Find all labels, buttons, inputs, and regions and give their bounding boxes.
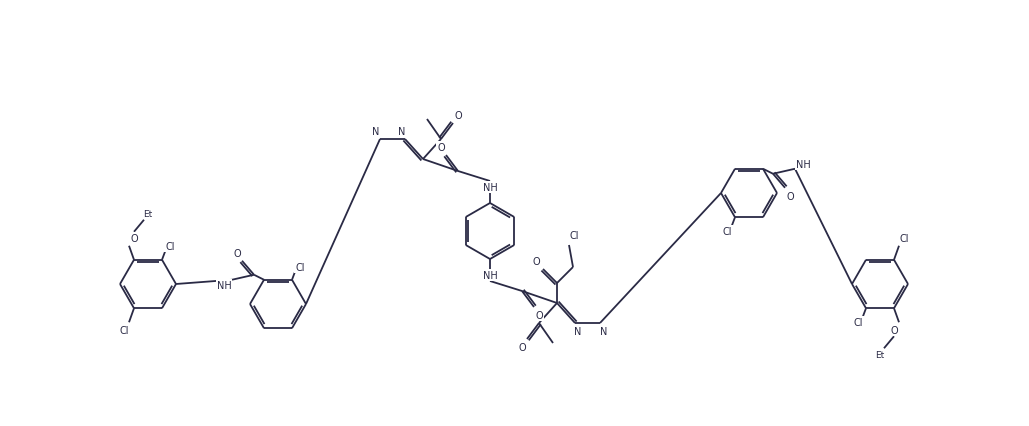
Text: N: N	[372, 127, 380, 137]
Text: Et: Et	[876, 350, 885, 359]
Text: Cl: Cl	[295, 262, 305, 272]
Text: O: O	[890, 325, 898, 335]
Text: N: N	[574, 326, 581, 336]
Text: NH: NH	[483, 183, 497, 193]
Text: O: O	[454, 111, 462, 121]
Text: NH: NH	[217, 280, 232, 290]
Text: Et: Et	[143, 210, 152, 219]
Text: O: O	[437, 143, 445, 153]
Text: Cl: Cl	[722, 227, 732, 237]
Text: Cl: Cl	[899, 233, 909, 243]
Text: Cl: Cl	[119, 325, 129, 335]
Text: Cl: Cl	[166, 241, 175, 251]
Text: O: O	[131, 233, 138, 243]
Text: Cl: Cl	[853, 317, 862, 328]
Text: O: O	[786, 191, 793, 201]
Text: N: N	[398, 127, 405, 137]
Text: Cl: Cl	[569, 230, 578, 240]
Text: O: O	[234, 248, 241, 258]
Text: O: O	[532, 256, 540, 266]
Text: O: O	[535, 310, 543, 320]
Text: N: N	[600, 326, 608, 336]
Text: NH: NH	[483, 271, 497, 280]
Text: NH: NH	[795, 159, 811, 170]
Text: O: O	[519, 342, 526, 352]
